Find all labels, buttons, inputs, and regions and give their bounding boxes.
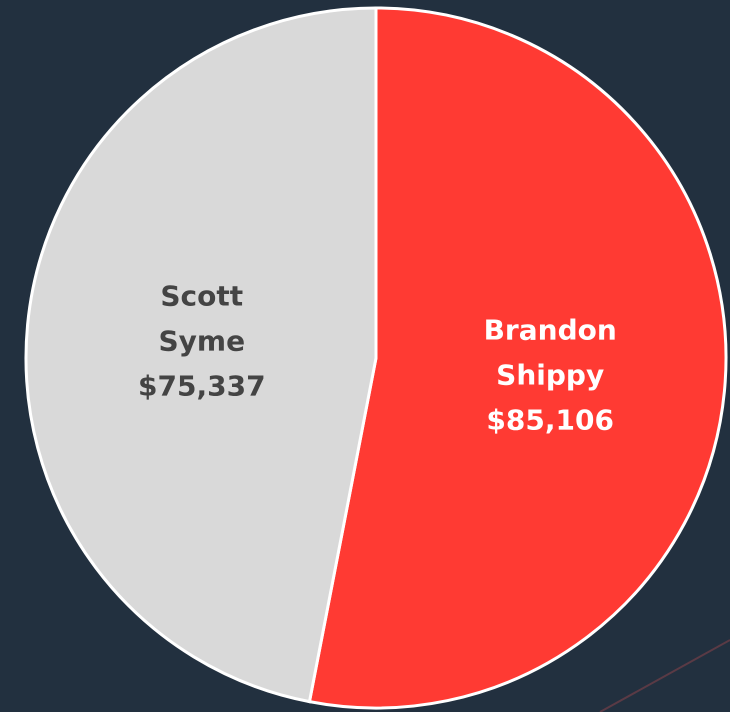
slice-value: $85,106 [486,403,614,437]
slice-label: Scott Syme $75,337 [138,274,266,409]
pie-slice [24,6,378,704]
slice-value: $75,337 [138,369,266,403]
slice-label: Brandon Shippy $85,106 [484,307,617,442]
slice-name: Scott Syme [158,279,246,358]
slice-name: Brandon Shippy [483,313,617,392]
decoration [599,639,730,712]
pie-slice [307,6,728,710]
